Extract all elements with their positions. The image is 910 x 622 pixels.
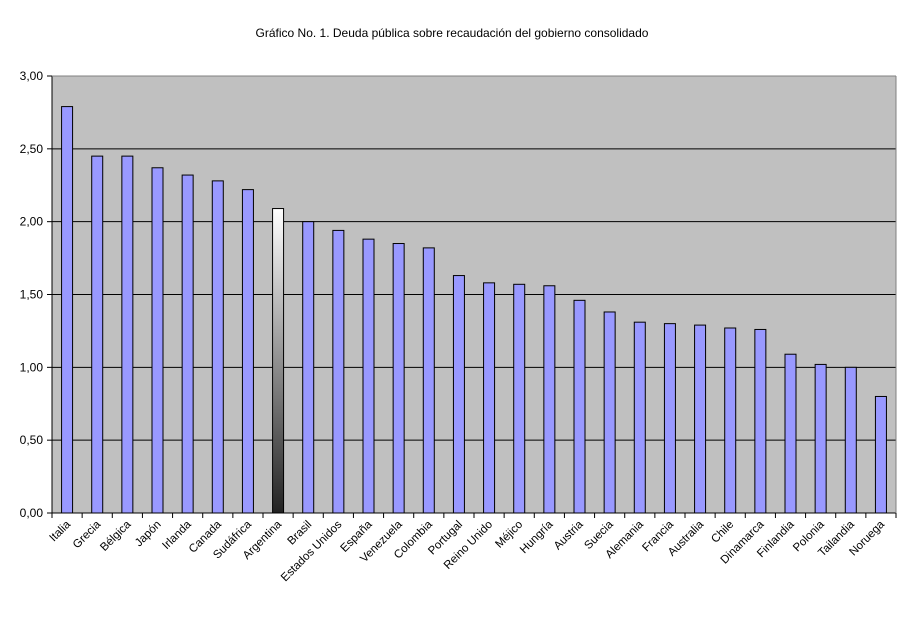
y-tick-label: 2,50 [20, 142, 44, 156]
bar-hungr-a [543, 285, 556, 514]
x-tick-label: Japón [133, 519, 164, 550]
bar-colombia [422, 247, 435, 514]
chart-title: Gráfico No. 1. Deuda pública sobre recau… [255, 26, 649, 40]
x-tick-label: Austria [552, 518, 586, 552]
bar-sud-frica [241, 189, 254, 514]
bar-m-jico [513, 283, 526, 514]
bar-b-lgica [121, 155, 134, 514]
y-tick-label: 0,00 [20, 506, 44, 520]
bar-argentina [272, 208, 285, 514]
bars [61, 106, 887, 514]
bar-espa-a [362, 238, 375, 514]
bar-suecia [603, 311, 616, 514]
bar-grecia [91, 155, 104, 514]
bar-reino-unido [483, 282, 496, 514]
y-tick-label: 1,00 [20, 360, 44, 374]
axes [47, 75, 897, 518]
bar-dinamarca [754, 328, 767, 514]
bar-estados-unidos [332, 229, 345, 514]
bar-portugal [452, 275, 465, 514]
bar-italia [61, 106, 74, 514]
bar-tailandia [844, 366, 857, 514]
bar-jap-n [151, 167, 164, 514]
y-tick-label: 2,00 [20, 215, 44, 229]
bar-francia [663, 323, 676, 514]
y-tick-label: 3,00 [20, 69, 44, 83]
bar-canada [211, 180, 224, 514]
bar-polonia [814, 363, 827, 514]
bar-finlandia [784, 353, 797, 514]
x-tick-label: Hungría [518, 518, 556, 556]
x-tick-label: Italia [48, 518, 74, 544]
y-tick-label: 1,50 [20, 288, 44, 302]
bar-irlanda [181, 174, 194, 514]
y-tick-label: 0,50 [20, 433, 44, 447]
x-tick-label: Bélgica [98, 518, 134, 554]
x-tick-label: Chile [709, 519, 736, 546]
bar-noruega [874, 395, 887, 514]
bar-alemania [633, 321, 646, 514]
bar-chile [724, 327, 737, 514]
y-tick-labels: 0,00 0,50 1,00 1,50 2,00 2,50 3,00 [20, 69, 44, 520]
bar-austria [573, 299, 586, 514]
bar-australia [694, 324, 707, 514]
bar-venezuela [392, 243, 405, 514]
x-tick-label: Brasil [286, 519, 315, 548]
bar-brasil [302, 221, 315, 514]
